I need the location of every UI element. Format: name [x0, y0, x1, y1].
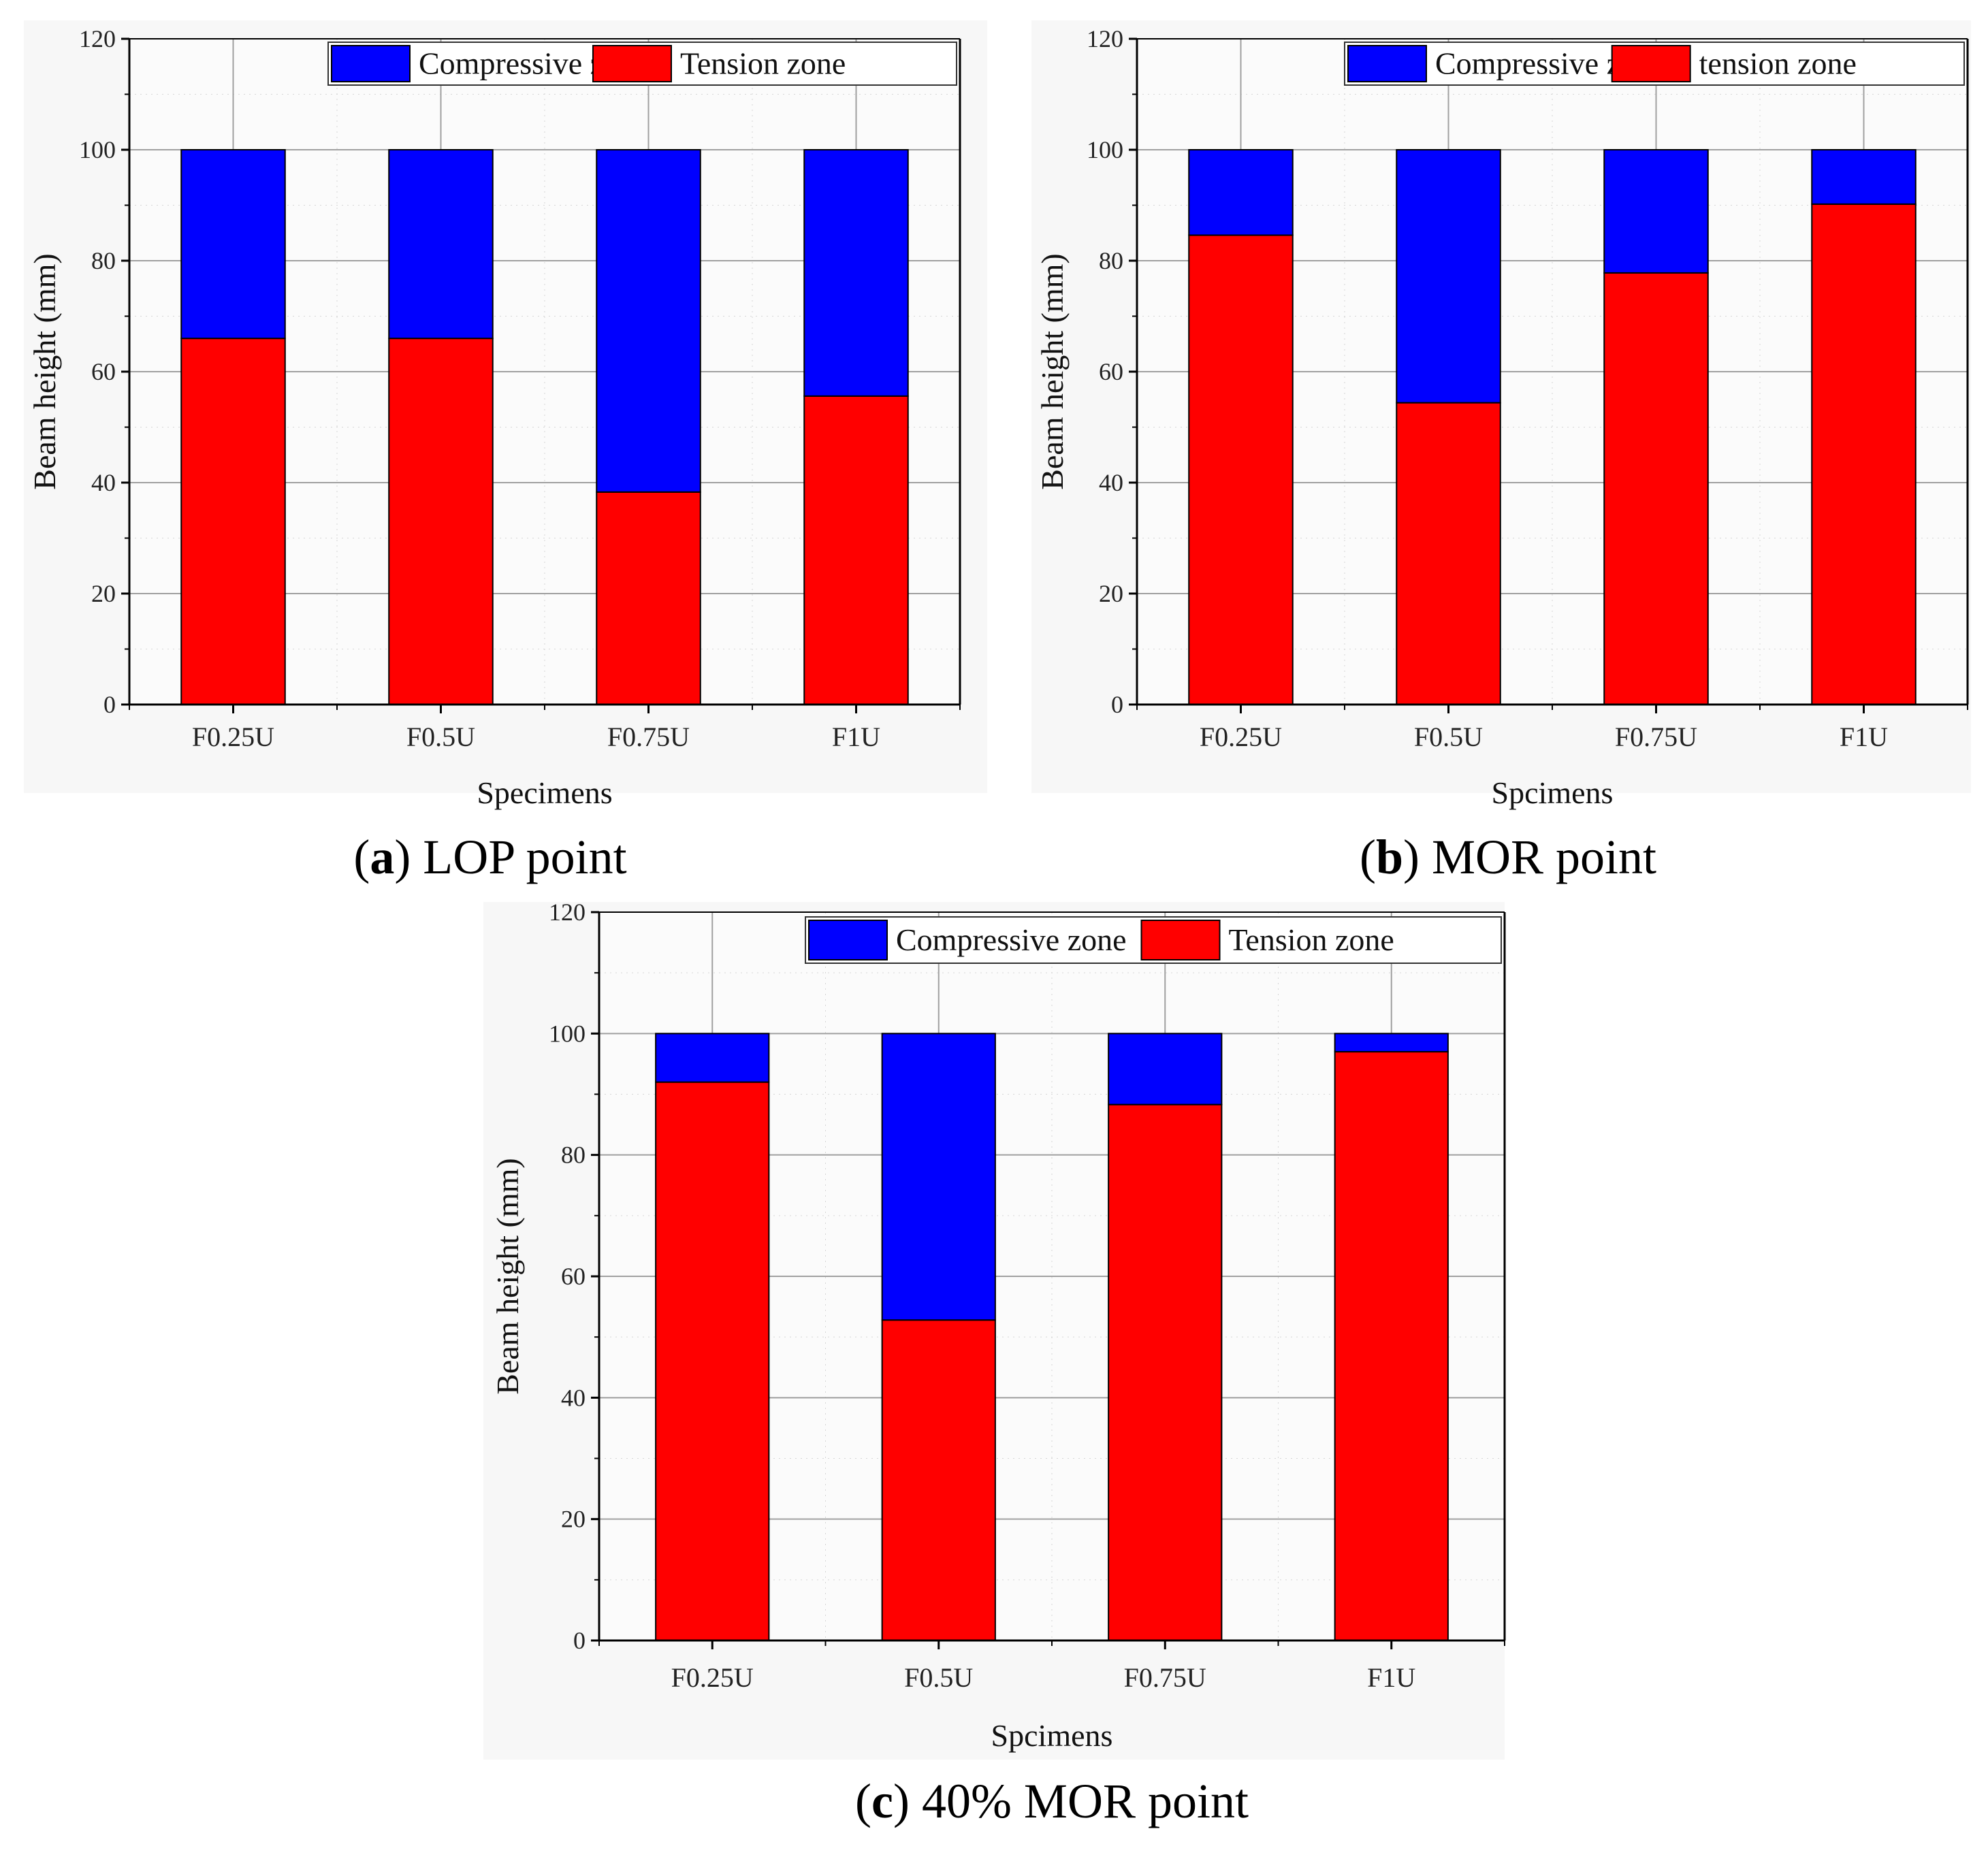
tension-bar-f0-75u: [1603, 272, 1709, 705]
y-tick-label: 60: [1099, 358, 1123, 385]
tension-bar-f0-5u: [1396, 402, 1501, 705]
y-tick-label: 40: [561, 1384, 586, 1411]
panel-caption: (c) 40% MOR point: [855, 1774, 1249, 1828]
x-category-label: F0.5U: [406, 722, 475, 752]
y-tick-label: 60: [91, 358, 116, 385]
y-tick-label: 40: [91, 469, 116, 496]
caption-text: LOP point: [423, 830, 626, 884]
y-tick-label: 80: [1099, 247, 1123, 274]
y-tick-label: 0: [1111, 691, 1123, 718]
legend-label-tension: Tension zone: [1229, 922, 1394, 957]
caption-close-paren: ): [394, 830, 423, 884]
compressive-bar-f0-5u: [388, 149, 494, 340]
x-category-label: F0.25U: [1200, 722, 1282, 752]
caption-close-paren: ): [1403, 830, 1432, 884]
caption-text: MOR point: [1432, 830, 1656, 884]
x-category-label: F0.25U: [671, 1662, 754, 1693]
caption-letter: b: [1376, 830, 1403, 884]
y-axis-title: Beam height (mm): [27, 253, 62, 489]
compressive-bar-f1u: [1811, 149, 1917, 205]
caption-open-paren: (: [855, 1774, 871, 1828]
y-tick-label: 100: [549, 1020, 586, 1047]
compressive-bar-f0-75u: [596, 149, 701, 493]
y-tick-label: 0: [573, 1627, 586, 1654]
tension-bar-f1u: [1334, 1051, 1449, 1642]
x-axis-title: Spcimens: [991, 1718, 1113, 1753]
y-tick-label: 80: [561, 1142, 586, 1169]
x-category-label: F0.5U: [904, 1662, 973, 1693]
tension-bar-f0-5u: [881, 1319, 996, 1641]
y-tick-label: 60: [561, 1263, 586, 1290]
x-category-label: F0.5U: [1414, 722, 1483, 752]
caption-open-paren: (: [353, 830, 370, 884]
panel-caption: (a) LOP point: [353, 830, 626, 884]
y-tick-label: 20: [561, 1506, 586, 1533]
caption-text: 40% MOR point: [922, 1774, 1249, 1828]
x-category-label: F0.25U: [192, 722, 274, 752]
y-tick-label: 20: [91, 580, 116, 607]
x-category-label: F0.75U: [1615, 722, 1697, 752]
legend-swatch-compressive: [808, 920, 888, 960]
y-tick-label: 100: [1087, 136, 1123, 163]
y-tick-label: 120: [79, 25, 116, 52]
compressive-bar-f0-25u: [180, 149, 286, 340]
y-tick-label: 100: [79, 136, 116, 163]
legend-swatch-compressive: [331, 45, 411, 82]
compressive-bar-f0-25u: [1188, 149, 1294, 236]
compressive-bar-f0-75u: [1108, 1033, 1223, 1105]
legend: Compressive zone tension zone: [1344, 42, 1965, 86]
chart-panel-lop: 0 20 40 60 80 100 120 F0.25U F0.5U F0.75U F1U Speci…: [24, 20, 987, 884]
chart-panel-mor: 0 20 40 60 80 100 120 F0.25U F0.5U F0.75U F1U Spcim…: [1031, 20, 1971, 884]
x-category-label: F1U: [832, 722, 880, 752]
x-category-label: F0.75U: [607, 722, 690, 752]
tension-bar-f0-25u: [180, 338, 286, 706]
x-axis-title: Spcimens: [1492, 775, 1614, 810]
chart-panel-40-mor: 0 20 40 60 80 100 120 F0.25U F0.5U F0.75U F1U Spcim…: [483, 899, 1506, 1828]
caption-open-paren: (: [1360, 830, 1376, 884]
x-axis-title: Specimens: [477, 775, 612, 810]
legend-swatch-compressive: [1347, 45, 1427, 82]
tension-bar-f0-5u: [388, 338, 494, 706]
legend-swatch-tension: [592, 45, 672, 82]
y-tick-label: 120: [549, 899, 586, 926]
legend-label-tension: tension zone: [1699, 46, 1857, 81]
legend-swatch-tension: [1140, 920, 1221, 960]
y-tick-label: 80: [91, 247, 116, 274]
compressive-bar-f1u: [803, 149, 909, 397]
x-category-label: F1U: [1840, 722, 1888, 752]
legend-label-compressive: Compressive zone: [896, 922, 1127, 957]
caption-close-paren: ): [893, 1774, 922, 1828]
compressive-bar-f1u: [1334, 1033, 1449, 1053]
compressive-bar-f0-75u: [1603, 149, 1709, 274]
tension-bar-f0-25u: [655, 1081, 770, 1641]
y-axis-title: Beam height (mm): [1035, 253, 1070, 489]
legend: Compressive zone Tension zone: [805, 916, 1502, 964]
compressive-bar-f0-25u: [655, 1033, 770, 1083]
compressive-bar-f0-5u: [881, 1033, 996, 1321]
tension-bar-f1u: [1811, 203, 1917, 705]
caption-letter: c: [871, 1774, 893, 1828]
legend-swatch-tension: [1611, 45, 1691, 82]
tension-bar-f0-75u: [1108, 1103, 1223, 1641]
tension-bar-f1u: [803, 395, 909, 705]
y-tick-label: 20: [1099, 580, 1123, 607]
caption-letter: a: [370, 830, 394, 884]
y-axis-title: Beam height (mm): [490, 1158, 525, 1394]
tension-bar-f0-25u: [1188, 234, 1294, 705]
tension-bar-f0-75u: [596, 491, 701, 705]
y-tick-label: 40: [1099, 469, 1123, 496]
panel-caption: (b) MOR point: [1360, 830, 1656, 884]
legend: Compressive zone Tension zone: [327, 42, 957, 86]
x-category-label: F1U: [1367, 1662, 1415, 1693]
y-tick-label: 120: [1087, 25, 1123, 52]
legend-label-tension: Tension zone: [680, 46, 846, 81]
compressive-bar-f0-5u: [1396, 149, 1501, 404]
x-category-label: F0.75U: [1124, 1662, 1206, 1693]
y-tick-label: 0: [103, 691, 116, 718]
